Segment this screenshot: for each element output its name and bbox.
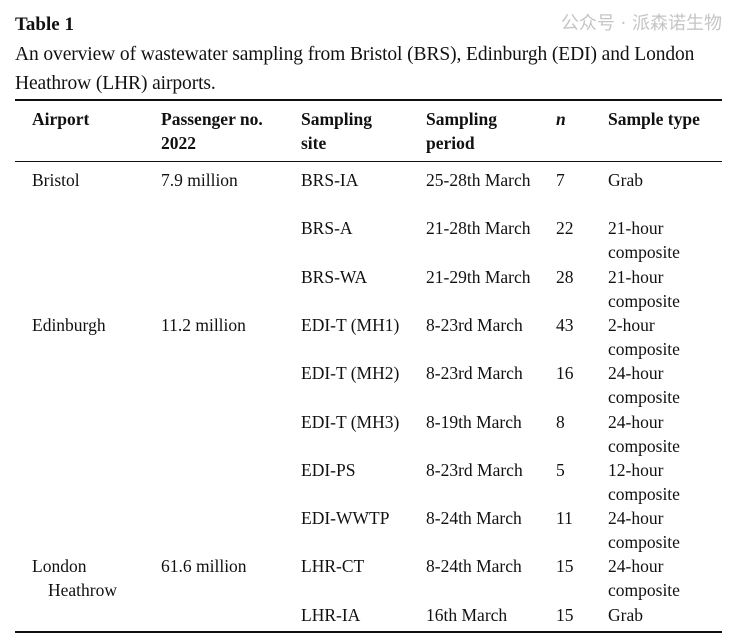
table-cell: EDI-T (MH3) <box>301 411 400 432</box>
table-cell: 16th March <box>426 604 508 625</box>
table-cell: Bristol <box>32 170 80 190</box>
table-cell: 16 <box>556 363 574 384</box>
table-cell: BRS-IA <box>301 170 359 190</box>
table-title: Table 1 <box>15 14 74 35</box>
table-cell: LHR-CT <box>301 556 365 577</box>
table-cell: EDI-PS <box>301 459 356 480</box>
table-cell: BRS-A <box>301 218 353 239</box>
table-cell: Grab <box>608 604 643 625</box>
table-cell: EDI-T (MH2) <box>301 363 400 384</box>
table-cell: 2-hour composite <box>608 314 680 359</box>
table-cell: London Heathrow <box>32 556 118 601</box>
table-cell: 11.2 million <box>161 314 246 335</box>
table-cell: LHR-IA <box>301 604 361 625</box>
table-cell: EDI-T (MH1) <box>301 314 400 335</box>
table-cell: 21-28th March <box>426 218 531 239</box>
table-cell: 25-28th March <box>426 170 531 190</box>
table-cell: 11 <box>556 508 573 529</box>
top-rule <box>15 99 722 101</box>
column-header: Sampling period <box>426 109 497 153</box>
table-cell: 15 <box>556 604 574 625</box>
table-caption: An overview of wastewater sampling from … <box>15 44 695 94</box>
table-cell: 24-hour composite <box>608 411 680 456</box>
column-header: n <box>556 109 566 129</box>
header-rule <box>15 161 722 162</box>
table-cell: 24-hour composite <box>608 508 680 553</box>
table-cell: 7 <box>556 170 565 190</box>
table-cell: 21-29th March <box>426 266 531 287</box>
table-cell: 24-hour composite <box>608 363 680 408</box>
table-cell: 7.9 million <box>161 170 238 190</box>
column-header: Sampling site <box>301 109 372 153</box>
table-cell: 22 <box>556 218 574 239</box>
table-cell: 21-hour composite <box>608 266 680 311</box>
bottom-rule <box>15 631 722 633</box>
watermark: 公众号 · 派森诺生物 <box>560 13 722 34</box>
table-cell: 8-23rd March <box>426 363 523 384</box>
table-cell: 43 <box>556 314 574 335</box>
table-cell: Grab <box>608 170 643 190</box>
table-cell: 21-hour composite <box>608 218 680 263</box>
table-cell: 8 <box>556 411 565 432</box>
table-cell: EDI-WWTP <box>301 508 390 529</box>
column-header: Sample type <box>608 109 700 129</box>
table-cell: 61.6 million <box>161 556 247 577</box>
column-header: Passenger no. 2022 <box>161 109 263 153</box>
table-cell: Edinburgh <box>32 314 106 335</box>
table-cell: 8-19th March <box>426 411 522 432</box>
table-cell: 8-23rd March <box>426 314 523 335</box>
table-cell: 24-hour composite <box>608 556 680 601</box>
table-cell: 12-hour composite <box>608 459 680 504</box>
column-header: Airport <box>32 109 90 129</box>
table-cell: 28 <box>556 266 574 287</box>
table-cell: 15 <box>556 556 574 577</box>
table-cell: 8-24th March <box>426 508 522 529</box>
table-cell: 8-23rd March <box>426 459 523 480</box>
table-cell: 8-24th March <box>426 556 522 577</box>
table-cell: BRS-WA <box>301 266 368 287</box>
table-cell: 5 <box>556 459 565 480</box>
